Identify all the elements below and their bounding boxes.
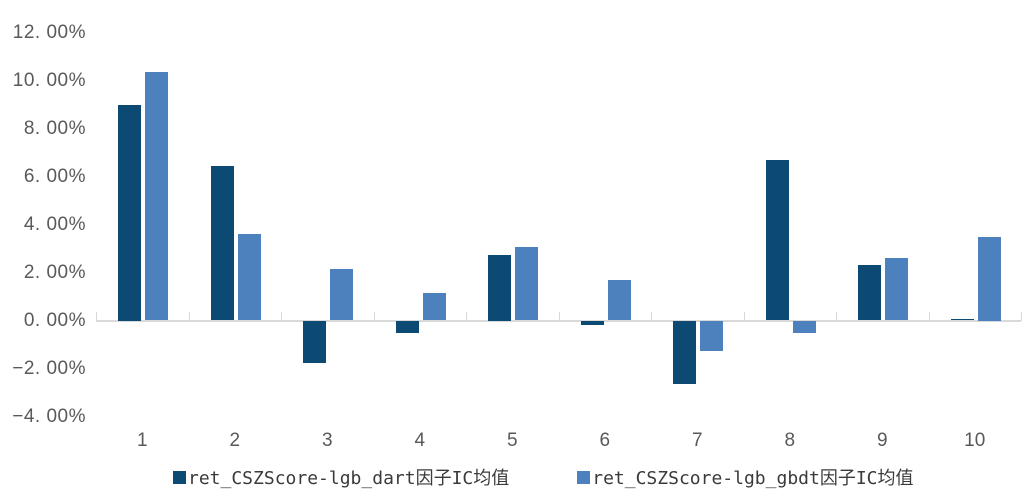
y-tick-label: 10. 00%	[12, 69, 86, 91]
x-tick-label: 9	[876, 430, 888, 451]
bar-gbdt-cat7	[700, 320, 724, 351]
x-tick-label: 3	[321, 430, 333, 451]
bar-gbdt-cat3	[330, 268, 354, 321]
x-tick-label: 1	[136, 430, 148, 451]
x-tick-label: 7	[691, 430, 703, 451]
legend-item-gbdt: ret_CSZScore-lgb_gbdt因子IC均值	[577, 464, 914, 490]
bar-gbdt-cat8	[792, 320, 816, 333]
bar-dart-cat7	[673, 320, 697, 385]
axis-tick	[743, 311, 745, 321]
x-tick-label: 6	[599, 430, 611, 451]
bar-gbdt-cat2	[237, 234, 261, 321]
x-tick-label: 8	[784, 430, 796, 451]
legend: ret_CSZScore-lgb_dart因子IC均值 ret_CSZScore…	[173, 464, 914, 490]
bar-dart-cat2	[210, 165, 234, 321]
bar-gbdt-cat10	[977, 236, 1001, 321]
axis-tick	[651, 311, 652, 321]
y-tick-label: −4. 00%	[12, 405, 86, 427]
legend-label-dart: ret_CSZScore-lgb_dart因子IC均值	[188, 468, 510, 489]
y-tick-label: 0. 00%	[23, 309, 86, 331]
bar-gbdt-cat1	[145, 72, 169, 321]
axis-tick	[96, 311, 97, 321]
x-tick-label: 4	[414, 430, 426, 451]
y-tick-label: 12. 00%	[12, 21, 86, 43]
bar-gbdt-cat9	[885, 258, 909, 321]
legend-label-gbdt: ret_CSZScore-lgb_gbdt因子IC均值	[592, 468, 914, 489]
axis-tick	[1021, 311, 1022, 321]
legend-swatch-gbdt	[577, 470, 591, 484]
y-tick-label: 6. 00%	[23, 165, 86, 187]
x-tick-label: 10	[964, 430, 986, 451]
x-tick-label: 5	[506, 430, 518, 451]
legend-item-dart: ret_CSZScore-lgb_dart因子IC均值	[173, 464, 509, 490]
bar-dart-cat8	[765, 159, 789, 321]
bar-gbdt-cat4	[422, 292, 446, 321]
axis-tick	[466, 311, 467, 321]
bar-dart-cat3	[303, 320, 327, 363]
bar-dart-cat4	[395, 320, 419, 333]
y-tick-label: 8. 00%	[23, 117, 86, 139]
bar-dart-cat9	[858, 265, 882, 321]
y-tick-label: −2. 00%	[12, 357, 86, 379]
y-tick-label: 2. 00%	[23, 261, 86, 283]
x-axis-line	[96, 319, 1021, 322]
axis-tick	[281, 311, 282, 321]
axis-tick	[373, 311, 375, 321]
legend-swatch-dart	[173, 470, 186, 484]
bar-dart-cat10	[950, 319, 974, 321]
axis-tick	[836, 311, 837, 321]
x-tick-label: 2	[229, 430, 241, 451]
bar-gbdt-cat6	[607, 279, 631, 321]
y-tick-label: 4. 00%	[23, 213, 86, 235]
axis-tick	[928, 311, 930, 321]
bar-dart-cat5	[488, 254, 512, 321]
axis-tick	[558, 311, 560, 321]
bar-dart-cat1	[118, 104, 142, 321]
bar-dart-cat6	[580, 320, 604, 326]
axis-tick	[188, 311, 190, 321]
bar-gbdt-cat5	[515, 247, 539, 321]
